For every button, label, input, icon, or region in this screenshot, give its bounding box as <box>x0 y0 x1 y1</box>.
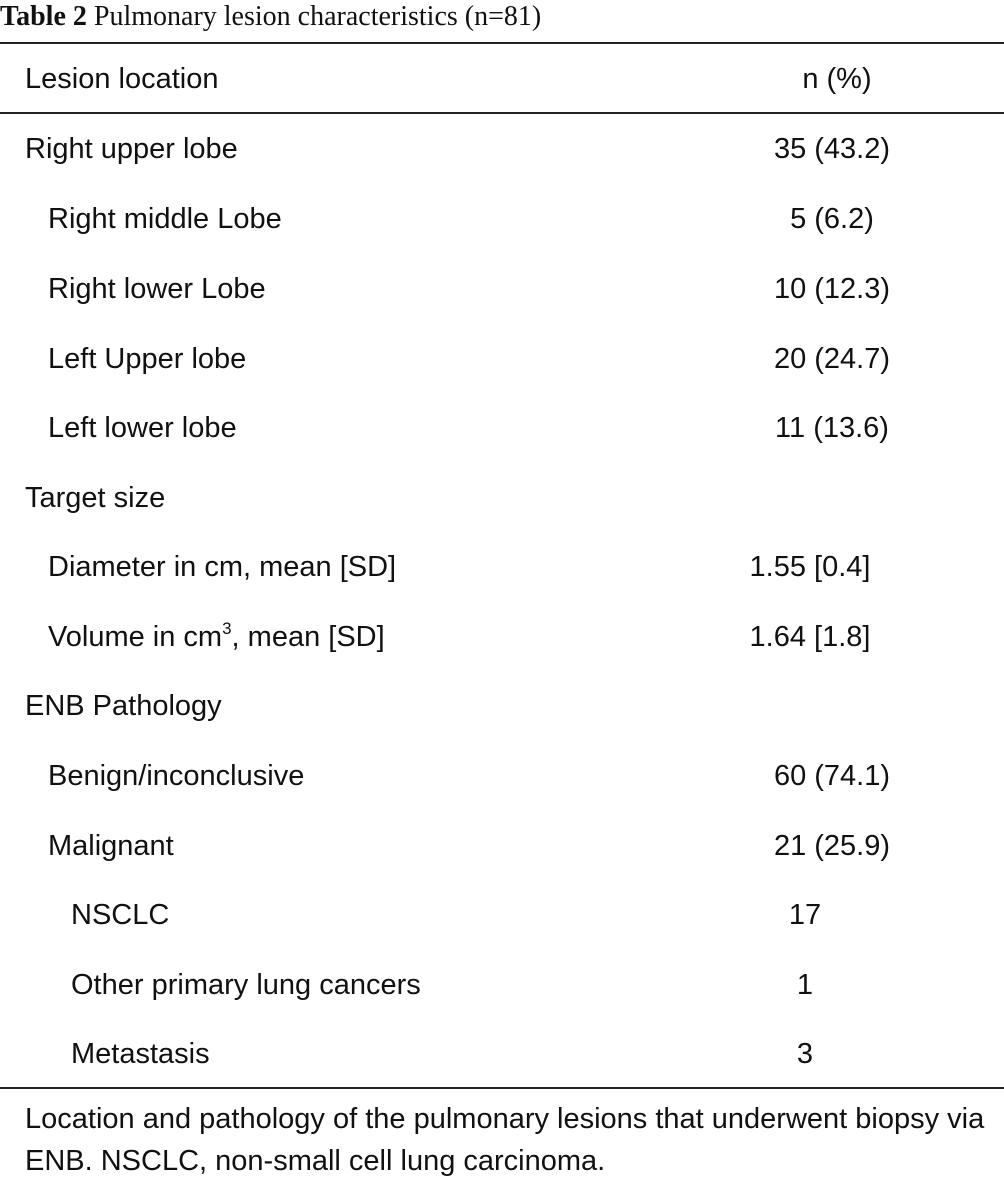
row-value: 60 (74.1) <box>773 760 891 792</box>
row-value: 1.55 [0.4] <box>749 551 871 583</box>
header-lesion-location: Lesion location <box>25 63 219 95</box>
row-value: 11 (13.6) <box>775 412 889 444</box>
row-label: Volume in cm3, mean [SD] <box>48 602 385 672</box>
row-label-prefix: Volume in cm <box>48 621 223 653</box>
table-row: Malignant 21 (25.9) <box>0 811 1004 881</box>
row-value: 10 (12.3) <box>773 273 891 305</box>
section-row-target-size: Target size <box>0 463 1004 533</box>
table-row: Right middle Lobe 5 (6.2) <box>0 184 1004 254</box>
row-label: Right upper lobe <box>25 133 238 165</box>
table-row: Right lower Lobe 10 (12.3) <box>0 254 1004 324</box>
top-rule <box>0 42 1004 44</box>
table-caption-label: Table 2 <box>0 1 87 32</box>
table-row: Volume in cm3, mean [SD] 1.64 [1.8] <box>0 602 1004 672</box>
row-label: Right lower Lobe <box>48 273 266 305</box>
table-row: Diameter in cm, mean [SD] 1.55 [0.4] <box>0 532 1004 602</box>
table-footnote: Location and pathology of the pulmonary … <box>25 1103 985 1177</box>
row-label: Left lower lobe <box>48 412 237 444</box>
table-row: Metastasis 3 <box>0 1019 1004 1089</box>
row-label: Malignant <box>48 830 174 862</box>
header-n-percent: n (%) <box>802 63 872 95</box>
row-label-suffix: , mean [SD] <box>231 621 385 653</box>
row-value: 35 (43.2) <box>773 133 891 165</box>
section-label: ENB Pathology <box>25 690 222 722</box>
header-rule <box>0 112 1004 114</box>
row-label: Other primary lung cancers <box>71 969 421 1001</box>
row-label: Left Upper lobe <box>48 343 247 375</box>
table-caption: Table 2 Pulmonary lesion characteristics… <box>0 0 541 40</box>
table-row: Other primary lung cancers 1 <box>0 950 1004 1020</box>
table-row: Left Upper lobe 20 (24.7) <box>0 324 1004 394</box>
row-value: 5 (6.2) <box>790 203 874 235</box>
section-row-enb-pathology: ENB Pathology <box>0 671 1004 741</box>
section-label: Target size <box>25 482 166 514</box>
row-label-superscript: 3 <box>222 619 232 638</box>
row-label: Right middle Lobe <box>48 203 282 235</box>
row-value: 3 <box>796 1038 814 1070</box>
table-row: Benign/inconclusive 60 (74.1) <box>0 741 1004 811</box>
row-value: 20 (24.7) <box>773 343 891 375</box>
table-row: NSCLC 17 <box>0 880 1004 950</box>
row-value: 1.64 [1.8] <box>749 621 871 653</box>
row-value: 17 <box>788 899 822 931</box>
row-value: 1 <box>796 969 814 1001</box>
row-label: Diameter in cm, mean [SD] <box>48 551 397 583</box>
row-label: NSCLC <box>71 899 170 931</box>
table-row: Right upper lobe 35 (43.2) <box>0 114 1004 184</box>
table-caption-text: Pulmonary lesion characteristics (n=81) <box>93 1 542 32</box>
row-value: 21 (25.9) <box>773 830 891 862</box>
row-label: Benign/inconclusive <box>48 760 305 792</box>
row-label: Metastasis <box>71 1038 210 1070</box>
bottom-rule <box>0 1087 1004 1089</box>
table-row: Left lower lobe 11 (13.6) <box>0 393 1004 463</box>
header-row: Lesion location n (%) <box>0 44 1004 114</box>
